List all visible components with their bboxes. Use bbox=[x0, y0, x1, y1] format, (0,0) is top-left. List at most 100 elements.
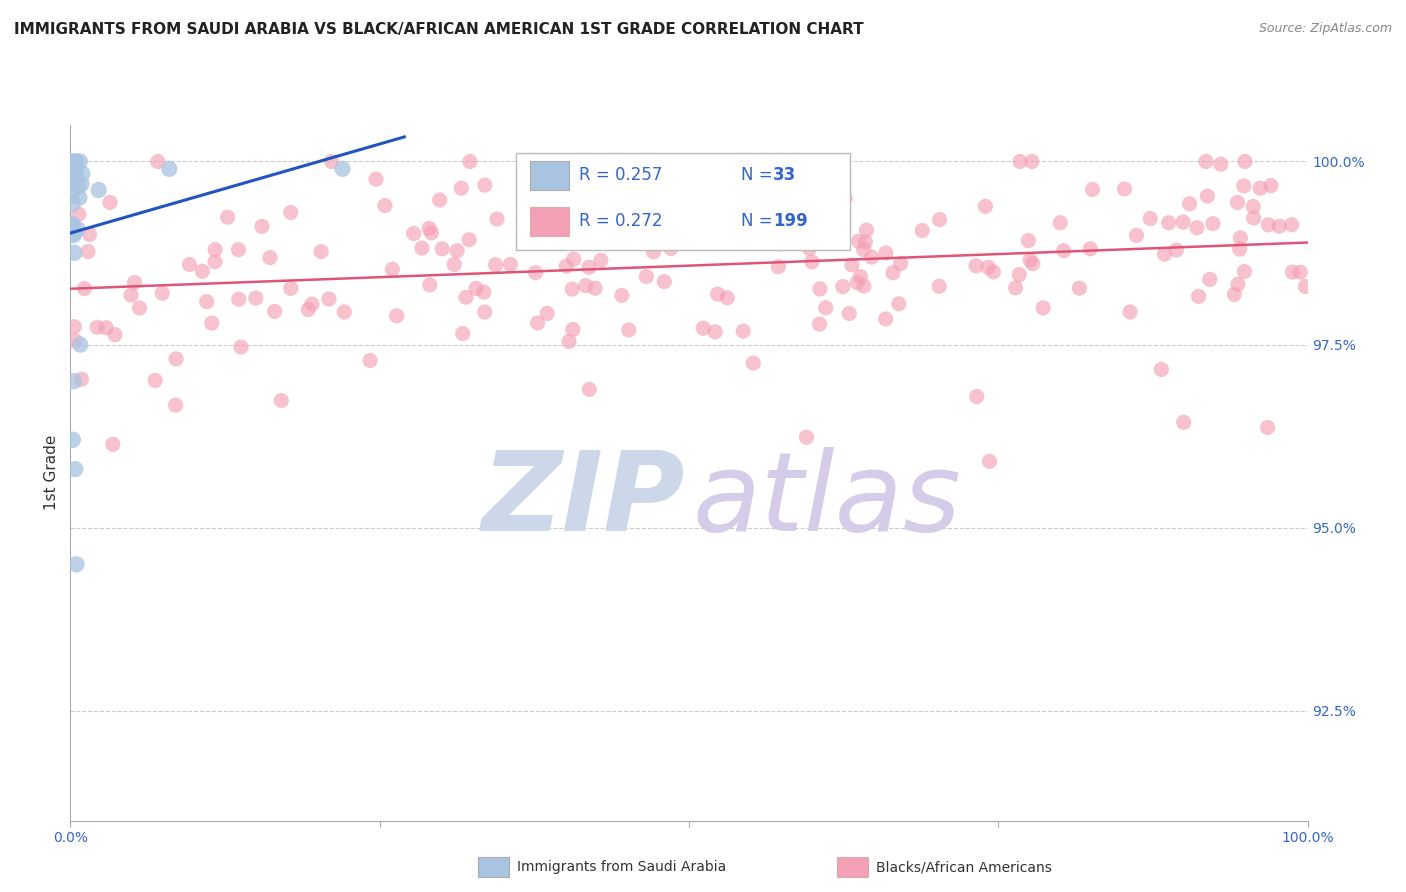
Point bbox=[1294, 279, 1316, 293]
Point bbox=[1226, 195, 1249, 210]
Point bbox=[280, 205, 302, 219]
Point bbox=[60, 176, 83, 190]
Point bbox=[195, 294, 218, 309]
Point bbox=[1125, 228, 1147, 243]
Point bbox=[562, 252, 585, 267]
Point bbox=[796, 218, 818, 232]
Point bbox=[63, 169, 86, 183]
Point bbox=[65, 462, 87, 476]
Point bbox=[1166, 243, 1188, 257]
Point bbox=[499, 257, 522, 271]
Point bbox=[62, 197, 84, 211]
Point bbox=[280, 281, 302, 295]
Point bbox=[578, 159, 600, 173]
Point bbox=[1209, 157, 1232, 171]
Point bbox=[419, 277, 441, 292]
Point bbox=[72, 167, 94, 181]
Text: 33: 33 bbox=[773, 167, 796, 185]
Point bbox=[852, 279, 875, 293]
Point bbox=[124, 276, 146, 290]
Point bbox=[432, 242, 454, 256]
Point bbox=[786, 190, 808, 204]
Point bbox=[1257, 420, 1279, 434]
Point bbox=[742, 356, 765, 370]
Point bbox=[1257, 218, 1279, 232]
Point bbox=[1243, 211, 1265, 225]
Text: R = 0.257: R = 0.257 bbox=[579, 167, 662, 185]
Point bbox=[1229, 242, 1251, 256]
Point bbox=[65, 558, 87, 572]
Point bbox=[65, 334, 87, 348]
Point bbox=[716, 291, 738, 305]
Point bbox=[583, 281, 606, 295]
Point bbox=[848, 234, 870, 248]
Point bbox=[333, 305, 356, 319]
Point bbox=[1226, 277, 1249, 292]
Text: R = 0.272: R = 0.272 bbox=[579, 212, 662, 230]
Point bbox=[101, 437, 124, 451]
Point bbox=[974, 199, 997, 213]
Point bbox=[228, 243, 250, 257]
Point bbox=[1233, 264, 1256, 278]
Point bbox=[217, 210, 239, 224]
Point bbox=[429, 193, 451, 207]
Point bbox=[1032, 301, 1054, 315]
Point bbox=[1157, 216, 1180, 230]
Point bbox=[179, 258, 201, 272]
Point bbox=[979, 454, 1001, 468]
Point bbox=[450, 181, 472, 195]
Point bbox=[381, 262, 404, 277]
Point bbox=[585, 230, 607, 244]
Point bbox=[228, 292, 250, 306]
Point bbox=[474, 305, 496, 319]
Point bbox=[204, 243, 226, 257]
Point bbox=[1289, 265, 1312, 279]
Point bbox=[875, 312, 897, 326]
Point bbox=[146, 154, 169, 169]
Point bbox=[543, 214, 565, 228]
Text: IMMIGRANTS FROM SAUDI ARABIA VS BLACK/AFRICAN AMERICAN 1ST GRADE CORRELATION CHA: IMMIGRANTS FROM SAUDI ARABIA VS BLACK/AF… bbox=[14, 22, 863, 37]
Point bbox=[1229, 231, 1251, 245]
Point bbox=[79, 227, 101, 242]
Point bbox=[849, 269, 872, 284]
Point bbox=[808, 317, 831, 331]
Text: ZIP: ZIP bbox=[482, 447, 685, 554]
Point bbox=[62, 217, 84, 231]
Point bbox=[165, 351, 187, 366]
Point bbox=[402, 227, 425, 241]
Point bbox=[201, 316, 224, 330]
Point bbox=[1173, 415, 1195, 429]
Point bbox=[841, 258, 863, 272]
Point bbox=[60, 171, 83, 186]
Point bbox=[1049, 216, 1071, 230]
Point bbox=[309, 244, 332, 259]
Point bbox=[838, 306, 860, 320]
Point bbox=[555, 259, 578, 273]
Point bbox=[808, 282, 831, 296]
Point bbox=[860, 250, 883, 264]
Point bbox=[87, 183, 110, 197]
Point bbox=[1069, 281, 1091, 295]
Point bbox=[62, 227, 84, 241]
Y-axis label: 1st Grade: 1st Grade bbox=[44, 435, 59, 510]
Point bbox=[814, 301, 837, 315]
Point bbox=[229, 340, 252, 354]
Point bbox=[474, 178, 496, 193]
Point bbox=[855, 223, 877, 237]
Point bbox=[104, 327, 127, 342]
Point bbox=[318, 292, 340, 306]
Point bbox=[1171, 215, 1194, 229]
Point bbox=[1197, 189, 1219, 203]
Point bbox=[1188, 289, 1211, 303]
Point bbox=[617, 323, 640, 337]
Point bbox=[62, 228, 84, 243]
Point bbox=[807, 177, 830, 191]
Point bbox=[1281, 218, 1303, 232]
Point bbox=[385, 309, 408, 323]
Point bbox=[1081, 182, 1104, 196]
Point bbox=[1178, 196, 1201, 211]
Text: atlas: atlas bbox=[693, 447, 962, 554]
Point bbox=[1078, 242, 1101, 256]
Point bbox=[67, 191, 90, 205]
Point bbox=[63, 319, 86, 334]
